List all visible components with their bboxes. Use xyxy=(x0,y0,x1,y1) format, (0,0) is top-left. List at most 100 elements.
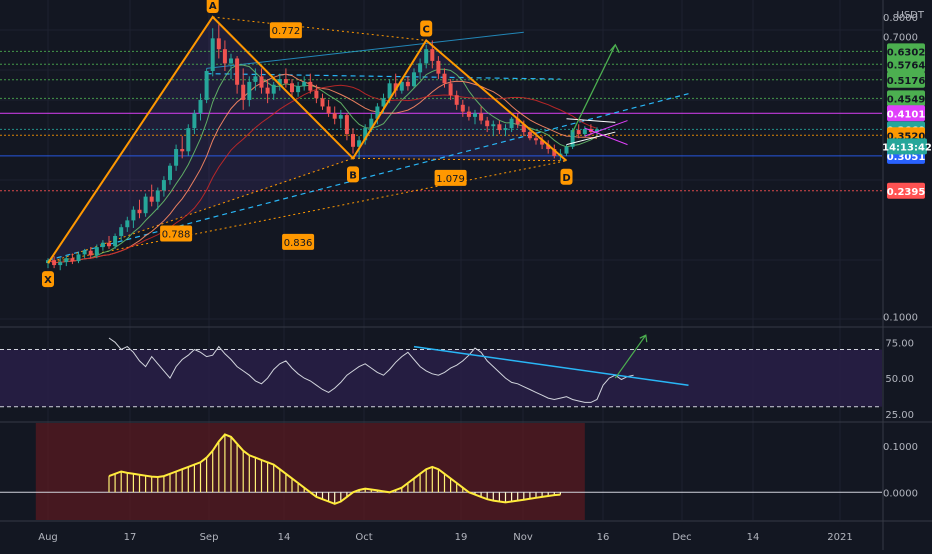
moving-average-line xyxy=(47,73,598,264)
time-axis-label: 14 xyxy=(747,532,760,543)
candle-body xyxy=(70,258,75,262)
rsi-projection-arrow xyxy=(614,334,648,379)
candle-body xyxy=(436,60,441,74)
candle-body xyxy=(534,138,538,141)
candle-body xyxy=(460,104,465,112)
price-level-badge xyxy=(887,182,925,199)
candle-body xyxy=(308,81,313,91)
candle-body xyxy=(338,115,343,119)
trendline-upper xyxy=(206,31,524,69)
price-level-badge xyxy=(887,105,925,122)
candle-body xyxy=(491,124,496,127)
countdown-timer: 14:13:42 xyxy=(882,142,932,153)
candle-body xyxy=(131,209,136,221)
candle-body xyxy=(546,144,551,150)
pattern-point-badge xyxy=(560,168,573,185)
candle-body xyxy=(192,113,197,129)
moving-average-line xyxy=(47,84,598,264)
candle-body xyxy=(485,120,490,127)
histogram-axis-tick: 0.1000 xyxy=(883,442,918,453)
time-axis: Aug 17 Sep 14 Oct 19 Nov 16 Dec 14 2021 xyxy=(38,532,852,543)
candle-body xyxy=(174,149,179,166)
candle-body xyxy=(235,58,240,85)
rsi-axis-tick: 75.00 xyxy=(885,338,914,349)
candle-body xyxy=(241,84,246,100)
candle-body xyxy=(290,83,294,93)
candle-body xyxy=(576,130,581,135)
time-axis-label: 2021 xyxy=(827,532,852,543)
price-level-badge xyxy=(887,71,925,88)
pattern-point-label: B xyxy=(349,170,357,181)
candle-body xyxy=(357,140,362,147)
candle-body xyxy=(296,86,301,93)
triangle-lines xyxy=(566,118,616,146)
time-axis-label: 14 xyxy=(278,532,291,543)
candles xyxy=(46,24,599,271)
candle-body xyxy=(265,87,270,94)
pattern-fill-bcd xyxy=(353,40,567,161)
candle-body xyxy=(302,81,307,87)
candle-body xyxy=(540,140,545,145)
candle-body xyxy=(253,76,258,82)
candle-body xyxy=(479,113,484,121)
price-level-badge xyxy=(887,90,925,107)
ratio-label: 1.079 xyxy=(436,174,465,185)
harmonic-pattern-line xyxy=(47,15,568,264)
candle-body xyxy=(271,84,276,94)
pattern-point-label: X xyxy=(44,275,52,286)
price-level-badge xyxy=(887,43,925,60)
candle-body xyxy=(320,98,325,107)
candle-body xyxy=(369,118,374,129)
price-level-value: 0.5176 xyxy=(887,76,926,87)
candle-body xyxy=(332,113,337,119)
candle-body xyxy=(155,190,160,202)
candle-body xyxy=(125,220,130,228)
ratio-line-xd xyxy=(47,160,567,264)
candle-body xyxy=(88,250,93,256)
candle-body xyxy=(143,196,148,214)
histogram-axis-tick: 0.0000 xyxy=(883,488,918,499)
candle-body xyxy=(412,72,416,87)
ratio-badge xyxy=(434,169,467,186)
moving-average-line xyxy=(47,64,598,264)
candle-body xyxy=(521,124,526,133)
price-axis-tick: 0.7000 xyxy=(883,32,918,43)
pattern-point-label: C xyxy=(423,24,430,35)
candle-body xyxy=(466,111,471,117)
ratio-badge xyxy=(282,233,315,250)
ratio-line-xb xyxy=(47,157,354,264)
histogram-signal-line xyxy=(108,433,561,505)
price-level-value: 0.6302 xyxy=(887,47,926,58)
candle-body xyxy=(448,83,453,96)
candle-body xyxy=(198,99,203,114)
price-axis: 0.1000 0.7000 0.8000 0.6302 0.5764 0.5176 0.45… xyxy=(882,13,932,324)
candle-body xyxy=(161,180,166,191)
trendline-mid xyxy=(206,73,561,80)
currency-label: USDT xyxy=(897,10,925,21)
price-level-value: 0.2395 xyxy=(887,187,926,198)
rsi-axis-tick: 25.00 xyxy=(885,410,914,421)
candle-body xyxy=(381,98,386,107)
candle-body xyxy=(344,115,349,135)
candle-body xyxy=(76,254,81,262)
rsi-band-fill xyxy=(0,349,882,407)
price-level-badge xyxy=(887,56,925,73)
time-axis-label: 19 xyxy=(455,532,468,543)
rsi-axis-tick: 50.00 xyxy=(885,374,914,385)
candle-body xyxy=(387,83,392,99)
candle-body xyxy=(149,196,154,202)
candle-body xyxy=(58,262,63,266)
candle-body xyxy=(314,90,319,99)
candle-body xyxy=(283,79,288,84)
time-axis-label: Oct xyxy=(355,532,372,543)
candle-body xyxy=(168,165,172,181)
ratio-label: 0.772 xyxy=(272,26,301,37)
candle-body xyxy=(564,146,569,154)
candle-body xyxy=(222,49,227,64)
candle-body xyxy=(442,73,447,84)
ratio-line-ac xyxy=(212,16,427,41)
candle-body xyxy=(503,128,508,131)
candle-body xyxy=(326,106,331,114)
